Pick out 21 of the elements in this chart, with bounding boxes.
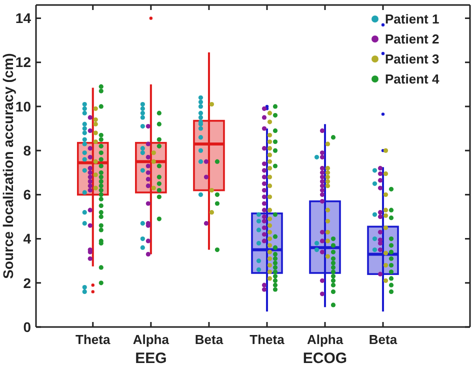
- y-tick-label: 2: [23, 274, 32, 291]
- x-axis-title: ECOG: [302, 350, 348, 367]
- legend-label: Patient 2: [385, 32, 440, 47]
- y-tick-label: 14: [15, 10, 32, 26]
- x-tick-label: Beta: [368, 332, 398, 347]
- y-tick-label: 6: [23, 186, 32, 203]
- y-tick-label: 4: [23, 230, 32, 247]
- y-tick-label: 12: [15, 54, 32, 70]
- y-tick-label: 0: [23, 318, 32, 335]
- legend-label: Patient 3: [385, 52, 440, 67]
- x-tick-label: Theta: [76, 332, 111, 347]
- y-axis-title: Source localization accuracy (cm): [0, 53, 16, 279]
- x-axis-title: EEG: [135, 350, 167, 367]
- legend-label: Patient 1: [385, 12, 440, 27]
- x-tick-label: Alpha: [132, 332, 170, 347]
- legend-label: Patient 4: [385, 72, 440, 87]
- y-tick-label: 10: [15, 98, 32, 114]
- x-tick-label: Beta: [194, 332, 224, 347]
- x-tick-label: Alpha: [306, 332, 344, 347]
- y-tick-label: 8: [23, 142, 32, 158]
- x-tick-label: Theta: [250, 332, 286, 347]
